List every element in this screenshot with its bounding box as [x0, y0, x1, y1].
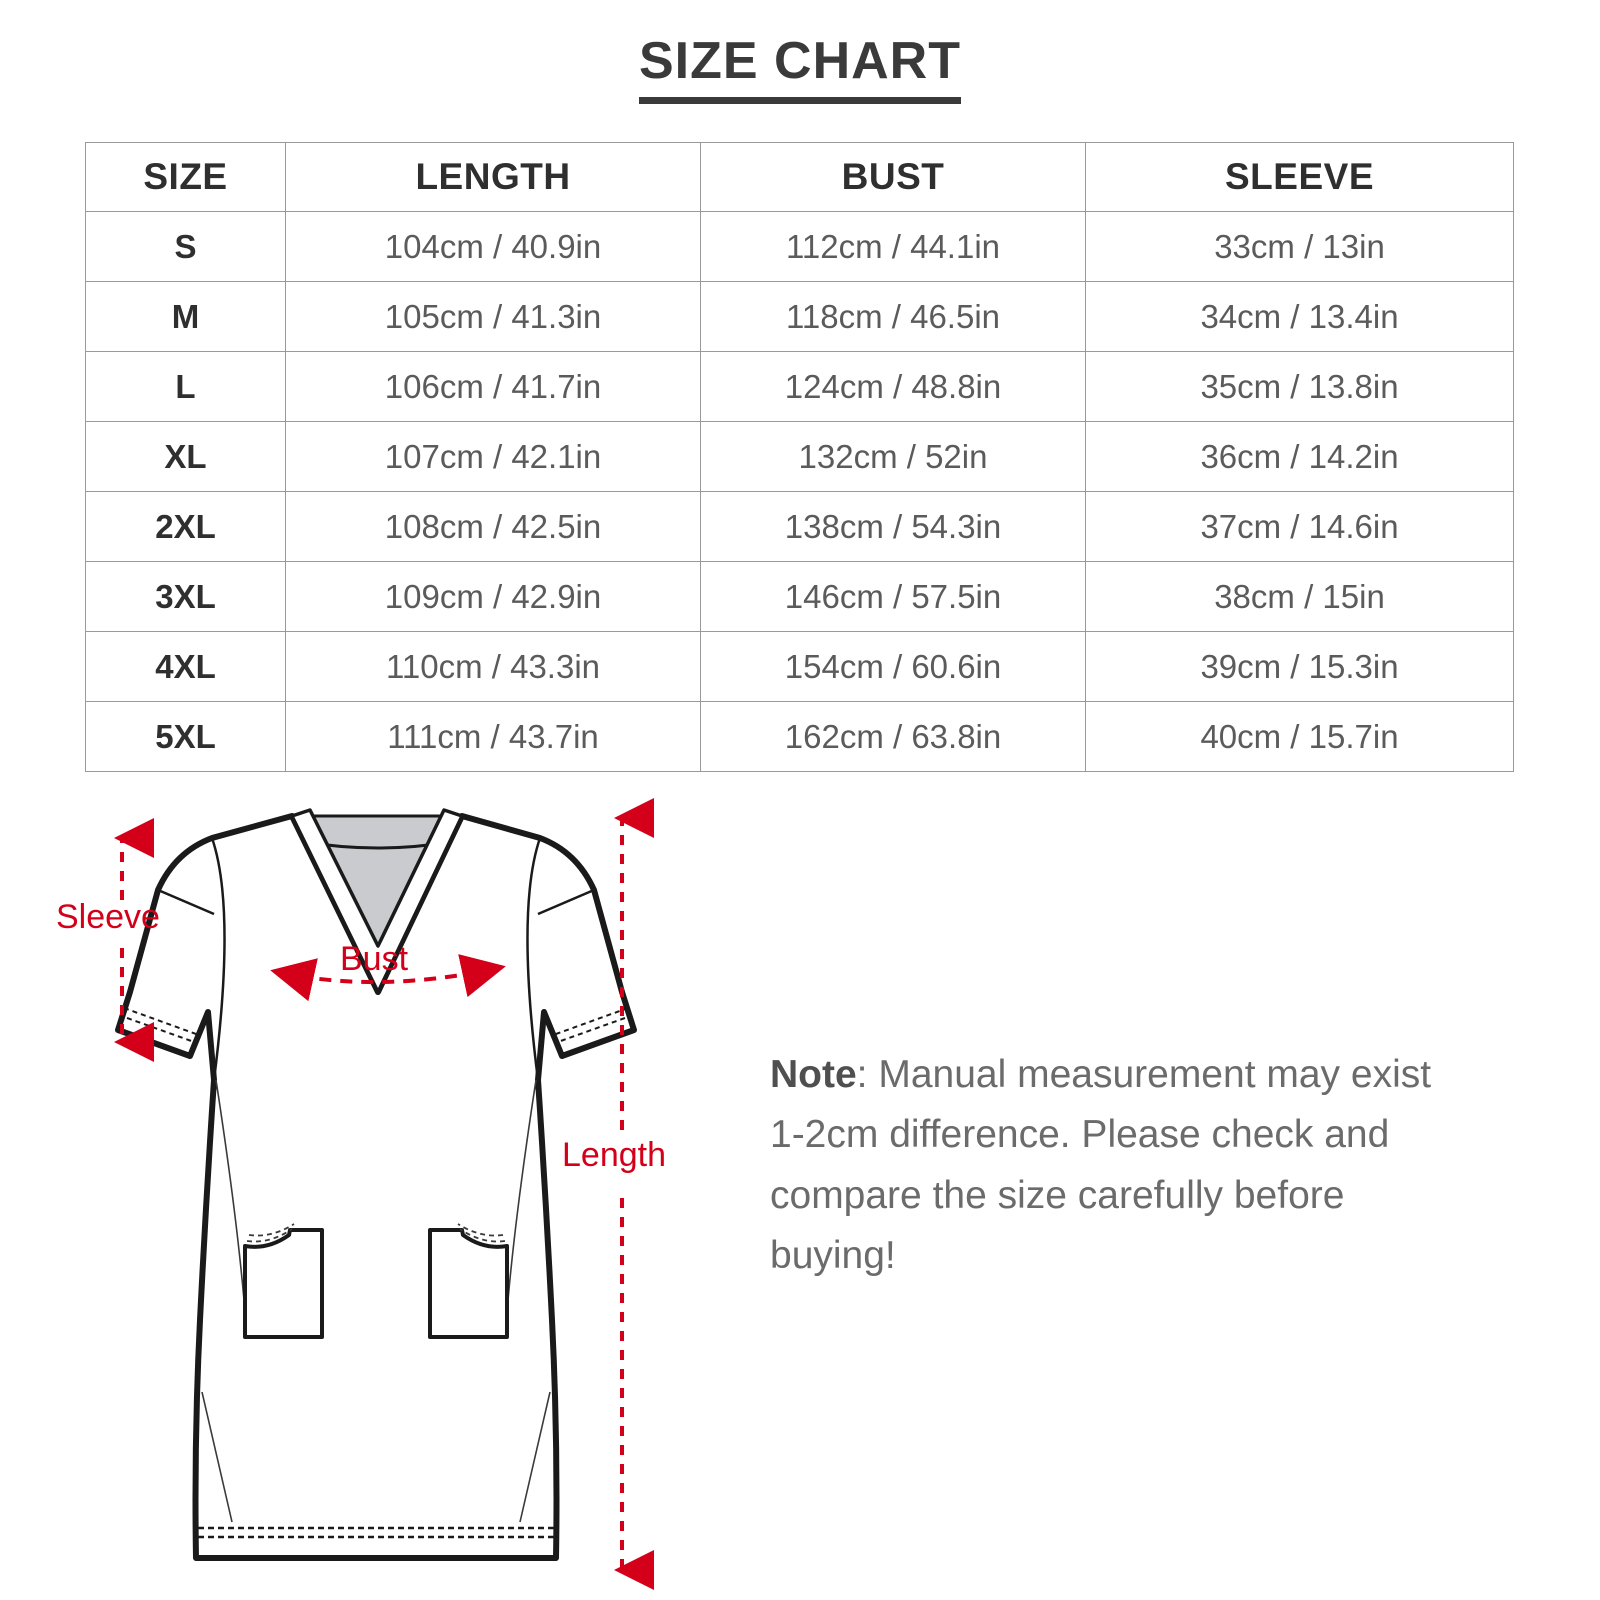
cell-size: 3XL	[85, 561, 286, 632]
right-pocket-stitch-outer	[459, 1228, 506, 1243]
cell-size: L	[85, 351, 286, 422]
cell-bust: 118cm / 46.5in	[700, 281, 1086, 352]
cell-size: 5XL	[85, 701, 286, 772]
column-header-size: SIZE	[85, 142, 286, 212]
dress-diagram-svg	[114, 798, 654, 1590]
note-text: : Manual measurement may exist 1-2cm dif…	[770, 1053, 1432, 1278]
table-row: 4XL 110cm / 43.3in 154cm / 60.6in 39cm /…	[85, 631, 1514, 702]
size-chart-table: SIZE LENGTH BUST SLEEVE S 104cm / 40.9in…	[85, 142, 1514, 772]
cell-length: 104cm / 40.9in	[285, 211, 701, 282]
note-block: Note: Manual measurement may exist 1-2cm…	[770, 1045, 1470, 1287]
cell-length: 111cm / 43.7in	[285, 701, 701, 772]
left-sleeve-stitch-outer	[123, 1007, 197, 1035]
cell-bust: 154cm / 60.6in	[700, 631, 1086, 702]
left-pocket-stitch-outer	[246, 1228, 293, 1243]
column-header-sleeve: SLEEVE	[1085, 142, 1514, 212]
right-drape-line	[507, 1079, 537, 1301]
note-label: Note	[770, 1053, 857, 1096]
cell-sleeve: 37cm / 14.6in	[1085, 491, 1514, 562]
right-sleeve-stitch-inner	[554, 1017, 626, 1044]
dress-body-outline	[115, 813, 637, 1561]
cell-bust: 124cm / 48.8in	[700, 351, 1086, 422]
measure-label-length: Length	[562, 1136, 666, 1174]
cell-size: M	[85, 281, 286, 352]
column-header-bust: BUST	[700, 142, 1086, 212]
cell-bust: 132cm / 52in	[700, 421, 1086, 492]
table-row: 5XL 111cm / 43.7in 162cm / 63.8in 40cm /…	[85, 701, 1514, 772]
left-pocket	[243, 1228, 324, 1339]
left-pocket-stitch-inner	[248, 1223, 295, 1237]
cell-sleeve: 33cm / 13in	[1085, 211, 1514, 282]
table-row: M 105cm / 41.3in 118cm / 46.5in 34cm / 1…	[85, 281, 1514, 352]
cell-sleeve: 36cm / 14.2in	[1085, 421, 1514, 492]
left-lower-drape	[201, 1391, 233, 1523]
measure-label-bust: Bust	[340, 940, 409, 978]
cell-size: XL	[85, 421, 286, 492]
cell-length: 108cm / 42.5in	[285, 491, 701, 562]
cell-sleeve: 39cm / 15.3in	[1085, 631, 1514, 702]
cell-sleeve: 34cm / 13.4in	[1085, 281, 1514, 352]
cell-bust: 162cm / 63.8in	[700, 701, 1086, 772]
cell-sleeve: 38cm / 15in	[1085, 561, 1514, 632]
right-pocket-stitch-inner	[457, 1223, 504, 1237]
right-shoulder-seam	[526, 837, 542, 1081]
left-armhole-seam	[157, 888, 215, 916]
title-block: SIZE CHART	[0, 34, 1600, 104]
cell-length: 106cm / 41.7in	[285, 351, 701, 422]
cell-size: 2XL	[85, 491, 286, 562]
right-pocket	[428, 1228, 509, 1339]
cell-bust: 138cm / 54.3in	[700, 491, 1086, 562]
right-lower-drape	[519, 1391, 551, 1523]
measure-label-sleeve: Sleeve	[56, 898, 160, 936]
cell-size: S	[85, 211, 286, 282]
cell-length: 110cm / 43.3in	[285, 631, 701, 702]
table-row: XL 107cm / 42.1in 132cm / 52in 36cm / 14…	[85, 421, 1514, 492]
cell-sleeve: 40cm / 15.7in	[1085, 701, 1514, 772]
column-header-length: LENGTH	[285, 142, 701, 212]
cell-sleeve: 35cm / 13.8in	[1085, 351, 1514, 422]
right-sleeve-stitch-outer	[555, 1007, 629, 1035]
page-title: SIZE CHART	[639, 34, 961, 104]
left-shoulder-seam	[210, 837, 226, 1081]
table-row: 3XL 109cm / 42.9in 146cm / 57.5in 38cm /…	[85, 561, 1514, 632]
left-drape-line	[215, 1079, 245, 1301]
cell-length: 105cm / 41.3in	[285, 281, 701, 352]
cell-length: 109cm / 42.9in	[285, 561, 701, 632]
bust-arrow	[270, 954, 506, 1002]
table-header-row: SIZE LENGTH BUST SLEEVE	[85, 142, 1514, 212]
table-row: S 104cm / 40.9in 112cm / 44.1in 33cm / 1…	[85, 211, 1514, 282]
right-armhole-seam	[537, 888, 595, 916]
cell-size: 4XL	[85, 631, 286, 702]
garment-illustration	[0, 780, 760, 1600]
table-row: 2XL 108cm / 42.5in 138cm / 54.3in 37cm /…	[85, 491, 1514, 562]
cell-length: 107cm / 42.1in	[285, 421, 701, 492]
table-row: L 106cm / 41.7in 124cm / 48.8in 35cm / 1…	[85, 351, 1514, 422]
cell-bust: 146cm / 57.5in	[700, 561, 1086, 632]
cell-bust: 112cm / 44.1in	[700, 211, 1086, 282]
